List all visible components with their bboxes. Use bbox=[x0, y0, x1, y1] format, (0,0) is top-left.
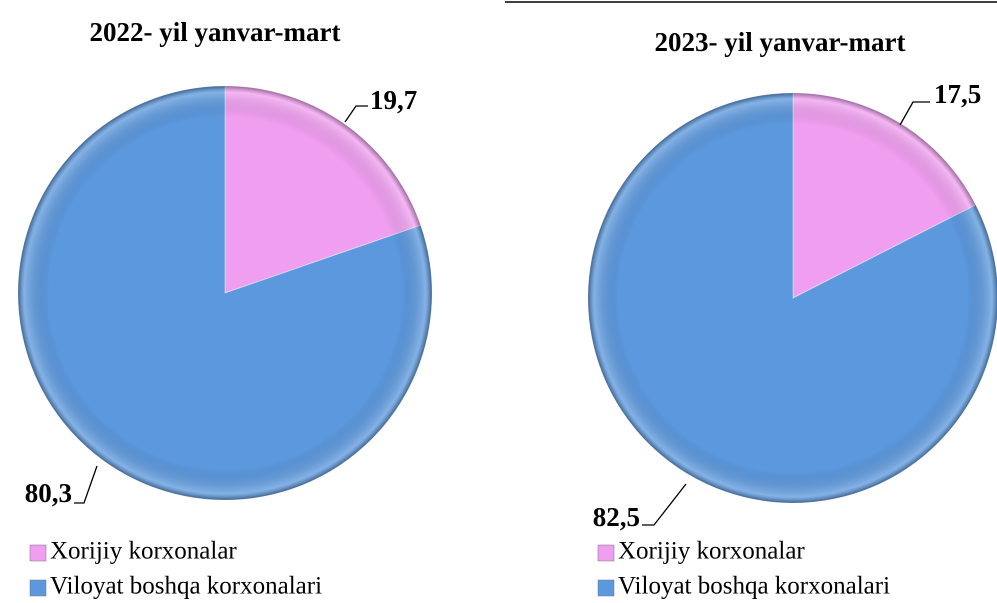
data-label: 19,7 bbox=[370, 85, 417, 115]
legend-label: Xorijiy korxonalar bbox=[618, 538, 805, 565]
legend-label: Viloyat boshqa korxonalari bbox=[50, 573, 322, 600]
chart-title: 2023- yil yanvar-mart bbox=[655, 27, 906, 57]
leader-line bbox=[74, 465, 98, 504]
leader-line bbox=[344, 105, 368, 123]
legend-swatch bbox=[597, 544, 615, 562]
data-label: 82,5 bbox=[593, 502, 640, 532]
legend-swatch bbox=[29, 579, 47, 597]
chart-title: 2022- yil yanvar-mart bbox=[90, 17, 341, 47]
legend-swatch bbox=[29, 544, 47, 562]
leader-line bbox=[899, 101, 930, 126]
data-label: 80,3 bbox=[25, 478, 72, 508]
data-label: 17,5 bbox=[934, 79, 981, 109]
leader-line bbox=[642, 483, 687, 526]
legend-label: Xorijiy korxonalar bbox=[50, 538, 237, 565]
legend-swatch bbox=[597, 579, 615, 597]
legend-label: Viloyat boshqa korxonalari bbox=[618, 573, 890, 600]
